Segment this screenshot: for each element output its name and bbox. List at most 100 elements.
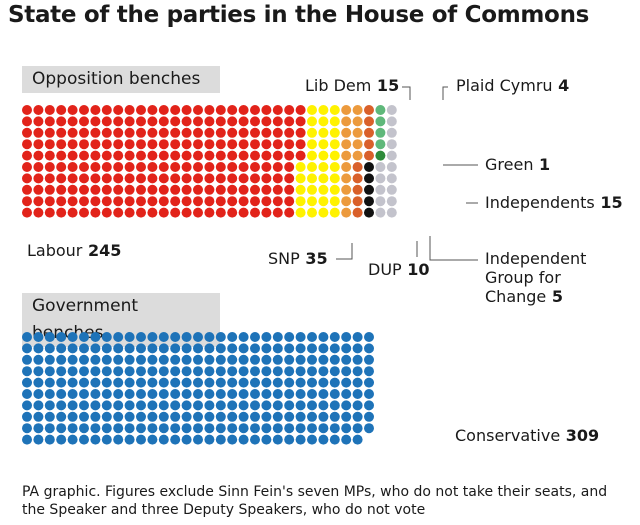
seat-dot-conservative (341, 423, 352, 434)
seat-dot-lib-dem (341, 105, 352, 115)
seat-dot-labour (170, 116, 181, 127)
seat-dot-lib-dem (341, 196, 352, 207)
seat-dot-conservative (113, 332, 124, 342)
seat-dot-labour (101, 105, 112, 115)
seat-dot-labour (227, 127, 238, 138)
seat-dot-labour (204, 116, 215, 127)
seat-dot-conservative (272, 423, 283, 434)
seat-dot-labour (227, 116, 238, 127)
seat-dot-conservative (284, 354, 295, 365)
seat-dot-conservative (22, 343, 32, 354)
seat-dot-conservative (90, 343, 101, 354)
footnote: PA graphic. Figures exclude Sinn Fein's … (22, 484, 608, 518)
seat-dot-labour (147, 150, 158, 161)
seat-dot-conservative (250, 377, 260, 388)
seat-dot-labour (101, 184, 112, 195)
seat-dot-conservative (79, 434, 89, 445)
seat-dot-labour (250, 127, 260, 138)
seat-dot-dup (352, 162, 363, 172)
seat-dot-snp (318, 105, 329, 115)
seat-dot-conservative (238, 377, 249, 388)
seat-dot-conservative (352, 343, 363, 354)
seat-dot-conservative (101, 354, 112, 365)
seat-dot-labour (44, 162, 55, 172)
seat-dot-conservative (79, 423, 89, 434)
seat-dot-labour (56, 173, 67, 184)
seat-dot-conservative (22, 389, 32, 399)
seat-dot-labour (67, 207, 78, 218)
seat-dot-conservative (272, 411, 283, 422)
label-snp: SNP 35 (268, 249, 328, 268)
seat-dot-conservative (158, 423, 169, 434)
seat-dot-labour (261, 207, 272, 218)
seat-dot-labour (147, 196, 158, 207)
seat-dot-snp (329, 207, 340, 218)
seat-dot-labour (193, 196, 203, 207)
seat-dot-independents (375, 207, 386, 218)
seat-dot-labour (181, 116, 192, 127)
seat-dot-conservative (215, 332, 226, 342)
seat-dot-labour (124, 150, 135, 161)
seat-dot-conservative (90, 332, 101, 342)
seat-dot-conservative (250, 400, 260, 411)
seat-dot-conservative (295, 366, 306, 377)
seat-dot-conservative (101, 366, 112, 377)
seat-dot-conservative (193, 332, 203, 342)
seat-dot-conservative (56, 377, 67, 388)
seat-dot-snp (318, 162, 329, 172)
seat-dot-labour (204, 162, 215, 172)
seat-dot-lib-dem (352, 105, 363, 115)
seat-dot-conservative (295, 434, 306, 445)
seat-dot-conservative (101, 411, 112, 422)
seat-dot-labour (22, 127, 32, 138)
seat-dot-labour (79, 162, 89, 172)
seat-dot-conservative (238, 411, 249, 422)
seat-dot-labour (44, 127, 55, 138)
seat-dot-snp (318, 150, 329, 161)
seat-dot-labour (124, 184, 135, 195)
seat-dot-conservative (307, 423, 317, 434)
seat-dot-labour (238, 196, 249, 207)
label-independent-group-for-change: Independent Group for Change 5 (485, 249, 586, 306)
seat-dot-conservative (295, 332, 306, 342)
seat-dot-conservative (238, 389, 249, 399)
seat-dot-conservative (204, 389, 215, 399)
seat-dot-conservative (329, 366, 340, 377)
seat-dot-conservative (318, 354, 329, 365)
seat-dot-labour (193, 162, 203, 172)
seat-dot-conservative (193, 423, 203, 434)
seat-dot-conservative (90, 366, 101, 377)
seat-dot-labour (158, 139, 169, 150)
label-dup-name: DUP (368, 260, 402, 279)
seat-dot-labour (193, 139, 203, 150)
seat-dot-conservative (136, 343, 146, 354)
seat-dot-labour (204, 207, 215, 218)
label-independents-seats: 15 (595, 193, 623, 212)
seat-dot-conservative (318, 389, 329, 399)
seat-dot-conservative (147, 343, 158, 354)
seat-dot-labour (272, 150, 283, 161)
seat-dot-conservative (101, 389, 112, 399)
chart-title: State of the parties in the House of Com… (8, 2, 590, 28)
seat-dot-conservative (307, 366, 317, 377)
seat-dot-plaid-cymru (375, 127, 386, 138)
seat-dot-conservative (147, 332, 158, 342)
seat-dot-labour (33, 207, 44, 218)
seat-dot-conservative (33, 332, 44, 342)
seat-dot-conservative (147, 434, 158, 445)
seat-dots (22, 105, 397, 445)
seat-dot-labour (33, 196, 44, 207)
seat-dot-conservative (215, 423, 226, 434)
seat-dot-green (375, 150, 386, 161)
seat-dot-conservative (56, 400, 67, 411)
seat-dot-labour (193, 105, 203, 115)
seat-dot-conservative (227, 434, 238, 445)
seat-dot-labour (181, 207, 192, 218)
seat-dot-labour (33, 150, 44, 161)
seat-dot-conservative (158, 366, 169, 377)
seat-dot-conservative (295, 423, 306, 434)
seat-dot-labour (124, 139, 135, 150)
seat-dot-conservative (147, 377, 158, 388)
seat-dot-conservative (101, 434, 112, 445)
label-independent-group-for-change-name: Independent (485, 249, 586, 268)
